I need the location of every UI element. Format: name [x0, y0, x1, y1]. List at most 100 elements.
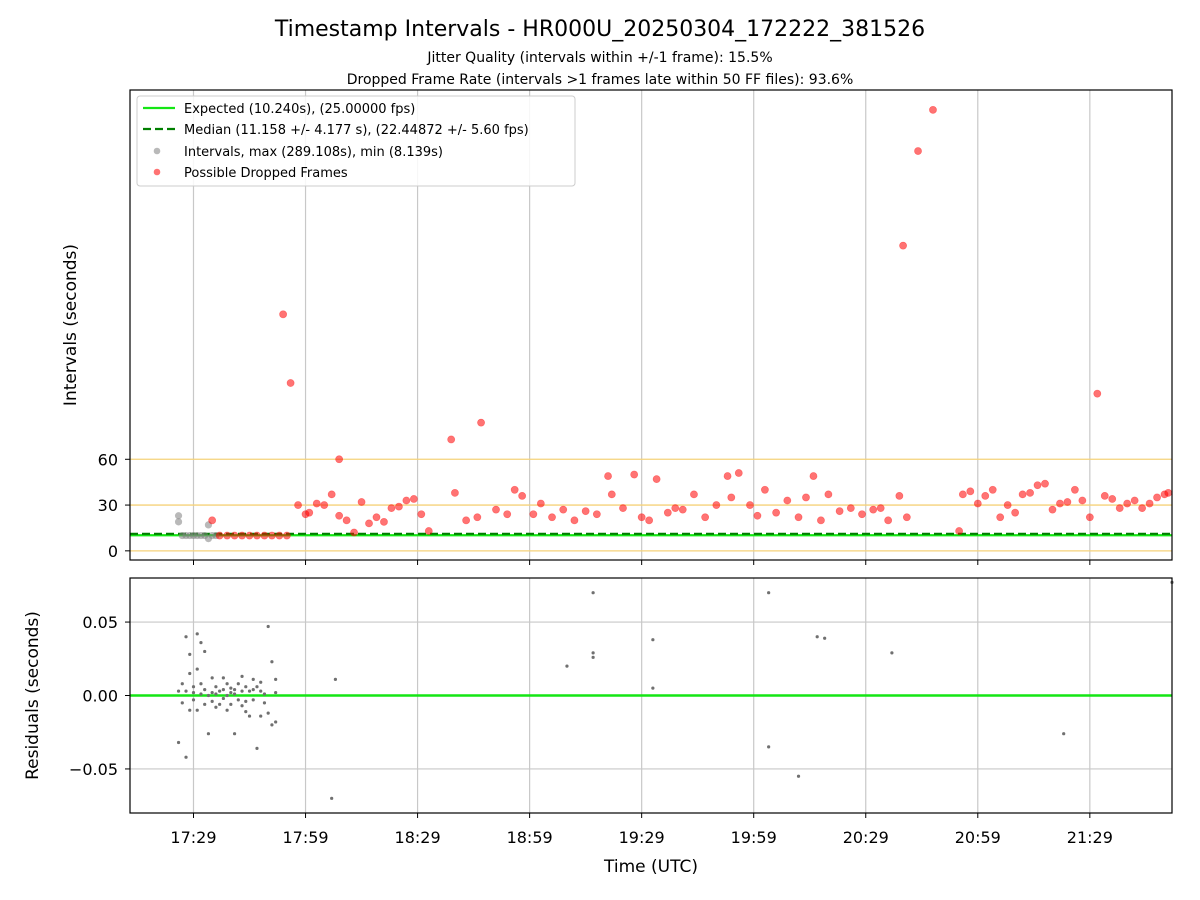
dropped-frame-point: [424, 527, 433, 535]
dropped-frame-point: [335, 511, 344, 520]
residual-point: [210, 699, 214, 703]
dropped-frame-point: [215, 531, 224, 540]
residual-point: [251, 688, 255, 692]
residual-point: [195, 667, 199, 671]
y-tick-label: 60: [98, 450, 118, 469]
x-tick-label: 18:29: [395, 828, 441, 847]
residual-point: [203, 649, 207, 654]
intervals-y-ticks: 0 30 60: [98, 450, 130, 561]
residual-point: [767, 745, 771, 749]
dropped-frame-point: [727, 493, 736, 502]
x-tick-label: 19:29: [619, 828, 665, 847]
residual-point: [236, 698, 240, 702]
dropped-frame-point: [630, 470, 639, 479]
dropped-frame-point: [275, 531, 284, 540]
dropped-frame-point: [548, 513, 556, 522]
dropped-frame-point: [869, 505, 878, 514]
residual-point: [330, 796, 334, 800]
dropped-frame-point: [846, 504, 855, 513]
dropped-frame-point: [402, 496, 411, 505]
residual-point: [270, 660, 274, 664]
dropped-frame-point: [279, 310, 288, 319]
residual-point: [591, 651, 595, 655]
dropped-frame-point: [802, 493, 810, 502]
residual-point: [191, 685, 196, 689]
y-tick-label: −0.05: [69, 760, 118, 779]
dropped-frame-point: [592, 510, 601, 519]
dropped-frame-point: [1078, 496, 1087, 505]
interval-point: [174, 518, 183, 526]
time-axis-label: Time (UTC): [603, 857, 698, 877]
residual-point: [251, 677, 255, 681]
dropped-frame-point: [286, 379, 295, 387]
dropped-frame-point: [637, 513, 646, 522]
interval-point: [174, 512, 183, 520]
residual-point: [232, 688, 237, 692]
residual-point: [195, 632, 199, 636]
dropped-frame-point: [966, 487, 975, 496]
residual-point: [203, 688, 207, 692]
residual-point: [210, 690, 214, 695]
dropped-frame-point: [817, 516, 825, 525]
residual-point: [229, 690, 233, 695]
residual-point: [229, 702, 233, 706]
dropped-frame-point: [884, 516, 893, 525]
residual-point: [651, 686, 655, 690]
chart-title: Timestamp Intervals - HR000U_20250304_17…: [274, 17, 925, 42]
residual-point: [184, 689, 188, 693]
residual-point: [274, 690, 278, 695]
legend-dropped-label: Possible Dropped Frames: [184, 166, 348, 181]
dropped-frame-point: [1056, 499, 1064, 508]
x-tick-label: 17:59: [282, 828, 328, 847]
dropped-frame-point: [876, 504, 885, 513]
residual-point: [565, 664, 569, 668]
x-tick-label: 20:59: [955, 828, 1001, 847]
intervals-reference-lines: [130, 458, 1172, 552]
intervals-plot-frame: [129, 89, 1173, 561]
interval-points: [174, 105, 1173, 543]
dropped-frame-point: [1123, 499, 1132, 508]
residual-point: [796, 774, 801, 778]
legend-median-label: Median (11.158 +/- 4.177 s), (22.44872 +…: [184, 123, 529, 138]
dropped-frame-point: [1093, 389, 1102, 398]
dropped-frame-point: [268, 531, 276, 540]
residual-point: [225, 708, 229, 712]
dropped-frame-point: [701, 513, 710, 522]
legend-intervals-swatch: [153, 147, 161, 155]
dropped-frame-point: [1011, 508, 1020, 517]
dropped-frame-point: [772, 508, 781, 517]
dropped-frame-point: [395, 502, 403, 511]
residual-point: [214, 692, 218, 696]
dropped-frame-point: [409, 495, 418, 503]
dropped-frame-point: [1153, 493, 1161, 502]
dropped-frame-point: [663, 508, 672, 517]
dropped-frame-point: [794, 513, 803, 522]
legend-expected-label: Expected (10.240s), (25.00000 fps): [184, 102, 415, 117]
dropped-frame-point: [690, 490, 698, 499]
residual-point: [274, 720, 278, 724]
dropped-frame-point: [652, 475, 661, 484]
dropped-frame-point: [253, 531, 261, 540]
residual-point: [333, 677, 338, 681]
dropped-frame-point: [1145, 499, 1154, 508]
residual-point: [210, 676, 214, 680]
y-tick-label: 0.05: [82, 613, 118, 632]
dropped-frame-point: [529, 510, 538, 519]
residual-point: [815, 635, 819, 639]
residual-point: [232, 692, 237, 696]
residual-point: [214, 705, 218, 709]
dropped-frame-point: [1018, 490, 1027, 499]
residual-point: [240, 689, 244, 693]
residual-point: [247, 714, 252, 718]
residual-point: [176, 740, 181, 745]
x-tick-label: 17:29: [170, 828, 216, 847]
dropped-frame-point: [1041, 479, 1049, 488]
residual-point: [262, 692, 267, 696]
dropped-frame-point: [895, 492, 904, 500]
residual-point: [823, 636, 827, 640]
dropped-frame-point: [1138, 504, 1147, 513]
residual-point: [259, 714, 263, 718]
dropped-frame-point: [1115, 504, 1124, 513]
dropped-frame-point: [380, 517, 388, 526]
dropped-frame-point: [357, 498, 366, 506]
